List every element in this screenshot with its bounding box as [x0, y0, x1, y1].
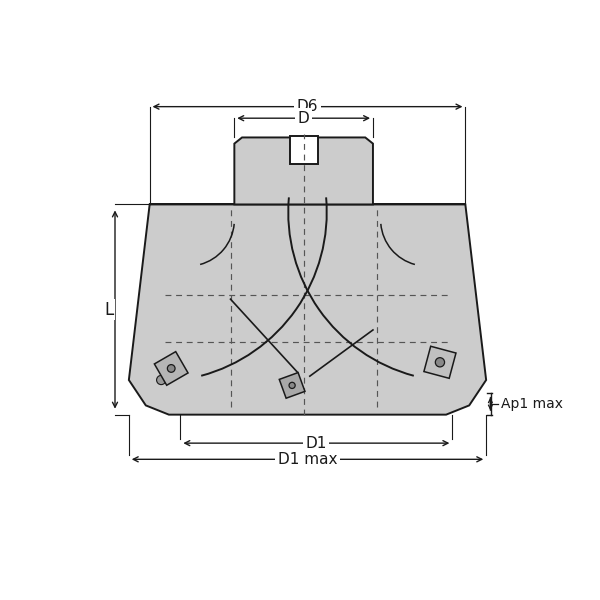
- Text: L: L: [104, 301, 113, 319]
- Circle shape: [157, 376, 166, 385]
- Polygon shape: [235, 137, 373, 205]
- Text: D1 max: D1 max: [278, 452, 337, 467]
- Polygon shape: [154, 352, 188, 385]
- Circle shape: [167, 365, 175, 372]
- Polygon shape: [290, 136, 317, 164]
- Text: D1: D1: [305, 436, 327, 451]
- Circle shape: [289, 382, 295, 388]
- Text: D: D: [298, 110, 310, 125]
- Polygon shape: [279, 373, 305, 398]
- Polygon shape: [129, 205, 486, 415]
- Circle shape: [436, 358, 445, 367]
- Text: D6: D6: [297, 99, 318, 114]
- Polygon shape: [424, 346, 456, 379]
- Text: Ap1 max: Ap1 max: [501, 397, 563, 411]
